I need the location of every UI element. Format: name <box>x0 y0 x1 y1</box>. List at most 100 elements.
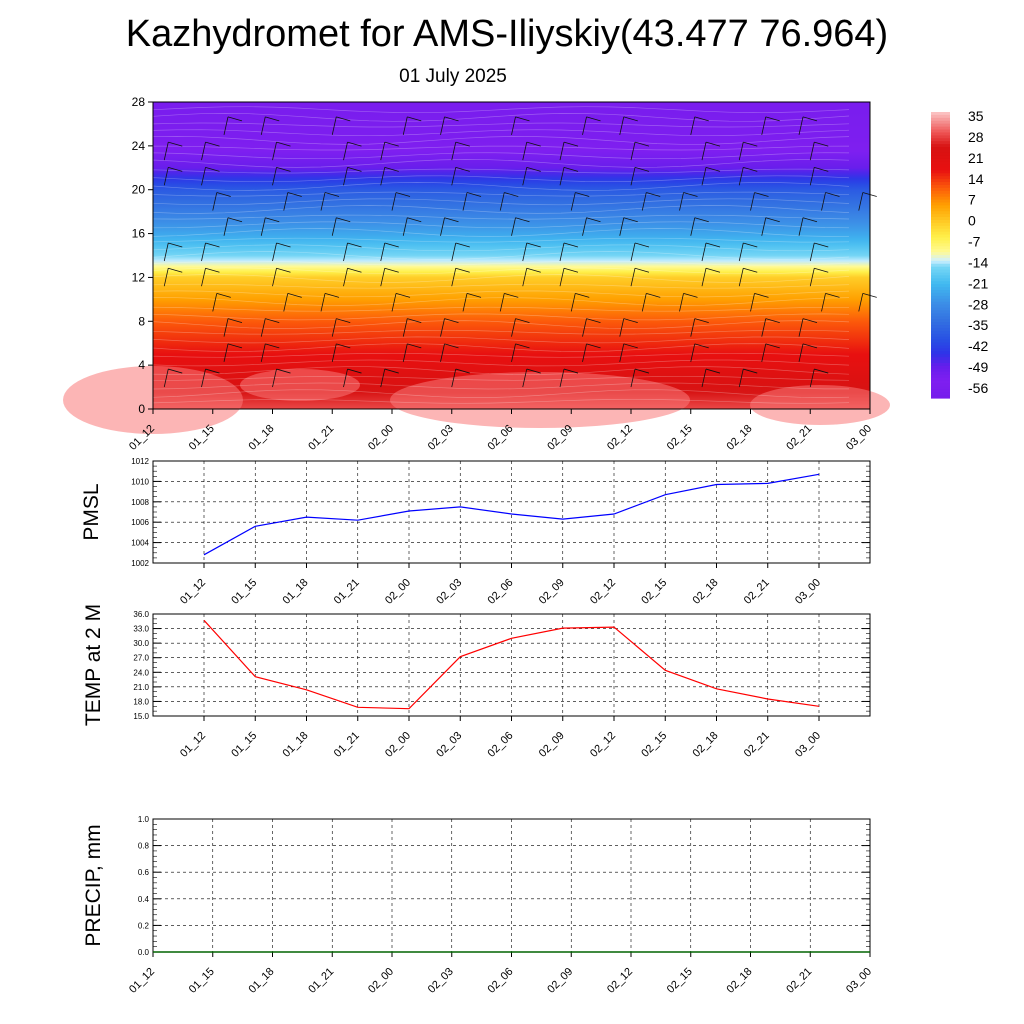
colorbar-swatch <box>931 249 950 253</box>
wind-barb-flag <box>336 318 351 324</box>
wind-barb-flag <box>515 116 530 122</box>
colorbar-label: -35 <box>968 317 988 333</box>
colorbar-swatch <box>931 176 950 180</box>
x-tick-label: 02_18 <box>691 730 721 760</box>
colorbar-label: -7 <box>968 234 981 250</box>
wind-barb-staff <box>750 293 755 312</box>
colorbar-swatch <box>931 193 950 198</box>
warm-core-blob <box>240 369 360 401</box>
wind-barb-staff <box>690 318 696 337</box>
colorbar-swatch <box>931 357 950 361</box>
contour-line <box>152 359 850 367</box>
contour-line <box>152 113 850 122</box>
wind-barb-flag <box>765 318 780 324</box>
colorbar-swatch <box>931 368 950 373</box>
wind-barb-staff <box>331 343 337 362</box>
colorbar-swatch <box>931 272 950 277</box>
colorbar-swatch <box>931 360 950 364</box>
wind-barb-staff <box>738 268 744 287</box>
wind-barb-staff <box>809 142 815 161</box>
wind-barb-staff <box>582 343 587 362</box>
colorbar-swatch <box>931 202 950 206</box>
wind-barb-flag <box>276 166 291 172</box>
wind-barb-flag <box>765 116 780 122</box>
y-tick-label: 0 <box>138 402 145 416</box>
contour-line <box>152 343 850 352</box>
x-tick-label: 01_15 <box>229 577 259 607</box>
wind-barb-staff <box>738 242 744 262</box>
wind-barb-flag <box>347 242 362 248</box>
wind-barb-flag <box>276 267 291 273</box>
wind-barb-staff <box>331 116 337 135</box>
colorbar-swatch <box>931 135 950 139</box>
wind-barb-staff <box>798 116 804 135</box>
colorbar-label: -21 <box>968 275 988 291</box>
colorbar-swatch <box>931 389 950 393</box>
colorbar-swatch <box>931 234 950 239</box>
wind-barb-flag <box>205 267 220 273</box>
wind-barb-staff <box>821 293 826 312</box>
colorbar-swatch <box>931 292 950 297</box>
wind-barb-staff <box>272 142 277 161</box>
x-tick-label: 02_00 <box>366 423 396 453</box>
colorbar-swatch <box>931 342 950 347</box>
wind-barb-staff <box>451 167 457 186</box>
wind-barb-staff <box>809 368 815 388</box>
wind-barb-staff <box>559 142 565 161</box>
wind-barb-staff <box>738 142 744 161</box>
wind-barb-flag <box>743 141 758 147</box>
colorbar-swatch <box>931 298 950 303</box>
wind-barb-staff <box>402 116 408 135</box>
x-tick-label: 03_00 <box>793 577 823 607</box>
wind-barb-flag <box>802 116 818 122</box>
y-tick-label: 30.0 <box>133 639 149 648</box>
x-tick-label: 02_03 <box>434 730 464 760</box>
y-tick-label: 0.2 <box>138 921 150 930</box>
y-tick-label: 1010 <box>131 477 149 486</box>
colorbar-swatch <box>931 138 950 142</box>
colorbar-swatch <box>931 141 950 145</box>
wind-barb-flag <box>384 242 399 248</box>
wind-barb-flag <box>743 267 758 273</box>
wind-barb-flag <box>694 318 709 324</box>
wind-barb-flag <box>265 343 280 349</box>
wind-barb-flag <box>347 267 362 273</box>
wind-barb-staff <box>499 293 505 312</box>
x-tick-label: 01_18 <box>247 966 277 996</box>
x-tick-label: 02_06 <box>486 966 516 996</box>
colorbar-swatch <box>931 152 950 157</box>
y-tick-label: 8 <box>138 314 145 328</box>
x-tick-label: 02_12 <box>605 423 635 453</box>
wind-barb-flag <box>216 192 231 197</box>
colorbar-swatch <box>931 269 950 274</box>
colorbar-swatch <box>931 345 950 349</box>
wind-barb-staff <box>690 217 696 236</box>
wind-barb-staff <box>212 192 218 211</box>
wind-barb-staff <box>559 268 565 287</box>
wind-barb-staff <box>750 192 755 211</box>
wind-barb-staff <box>701 167 707 186</box>
colorbar-swatch <box>931 222 950 227</box>
colorbar-label: -56 <box>968 380 988 396</box>
warm-core-blob <box>390 372 690 428</box>
wind-barb-staff <box>641 192 647 211</box>
wind-barb-flag <box>324 293 340 298</box>
wind-barb-flag <box>336 217 351 223</box>
wind-barb-staff <box>283 192 289 211</box>
wind-barb-staff <box>462 293 468 312</box>
wind-barb-staff <box>809 268 815 287</box>
colorbar-swatch <box>931 190 950 195</box>
x-tick-label: 01_15 <box>187 966 217 996</box>
wind-barb-staff <box>630 368 636 388</box>
pmsl-panel: 1002 1004 1006 1008 1010 1012 01_12 01_15 01_18 0… <box>80 457 871 607</box>
wind-barb-staff <box>223 318 229 337</box>
contour-line <box>152 191 850 197</box>
y-tick-label: 1008 <box>131 498 149 507</box>
wind-barb-flag <box>563 166 579 172</box>
contour-line <box>152 352 850 358</box>
colorbar-label: -14 <box>968 254 988 270</box>
wind-barb-flag <box>407 217 422 223</box>
x-tick-label: 02_21 <box>742 730 772 760</box>
wind-barb-flag <box>526 166 541 172</box>
wind-barb-flag <box>705 368 721 374</box>
